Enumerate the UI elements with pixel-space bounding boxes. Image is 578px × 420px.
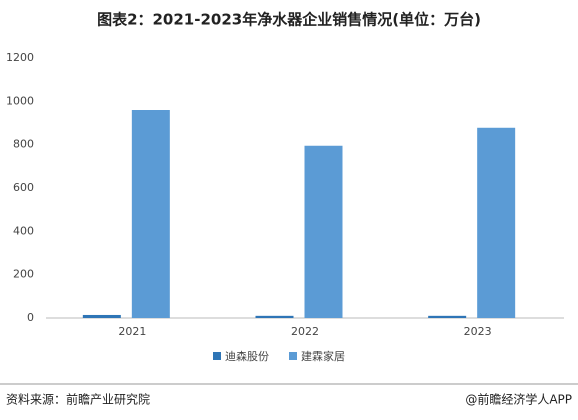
bar xyxy=(304,145,343,318)
legend-swatch xyxy=(213,352,221,360)
bar xyxy=(82,314,121,318)
footer-source: 资料来源：前瞻产业研究院 xyxy=(6,392,150,407)
bar xyxy=(255,315,294,318)
bar xyxy=(428,315,467,318)
chart-title: 图表2：2021-2023年净水器企业销售情况(单位：万台) xyxy=(97,11,481,29)
y-tick-label: 1200 xyxy=(6,51,34,64)
bar xyxy=(477,127,516,319)
legend-label: 迪森股份 xyxy=(225,349,269,363)
y-tick-label: 1000 xyxy=(6,94,34,107)
y-tick-label: 200 xyxy=(13,268,34,281)
y-tick-label: 400 xyxy=(13,224,34,237)
legend-label: 建霖家居 xyxy=(301,349,345,363)
legend-swatch xyxy=(289,352,297,360)
x-tick-label: 2022 xyxy=(291,325,319,338)
y-tick-label: 0 xyxy=(27,311,34,324)
bar xyxy=(131,110,170,318)
x-tick-label: 2023 xyxy=(464,325,492,338)
footer-brand: @前瞻经济学人APP xyxy=(465,392,572,407)
x-tick-label: 2021 xyxy=(118,325,146,338)
y-tick-label: 600 xyxy=(13,181,34,194)
y-tick-label: 800 xyxy=(13,138,34,151)
